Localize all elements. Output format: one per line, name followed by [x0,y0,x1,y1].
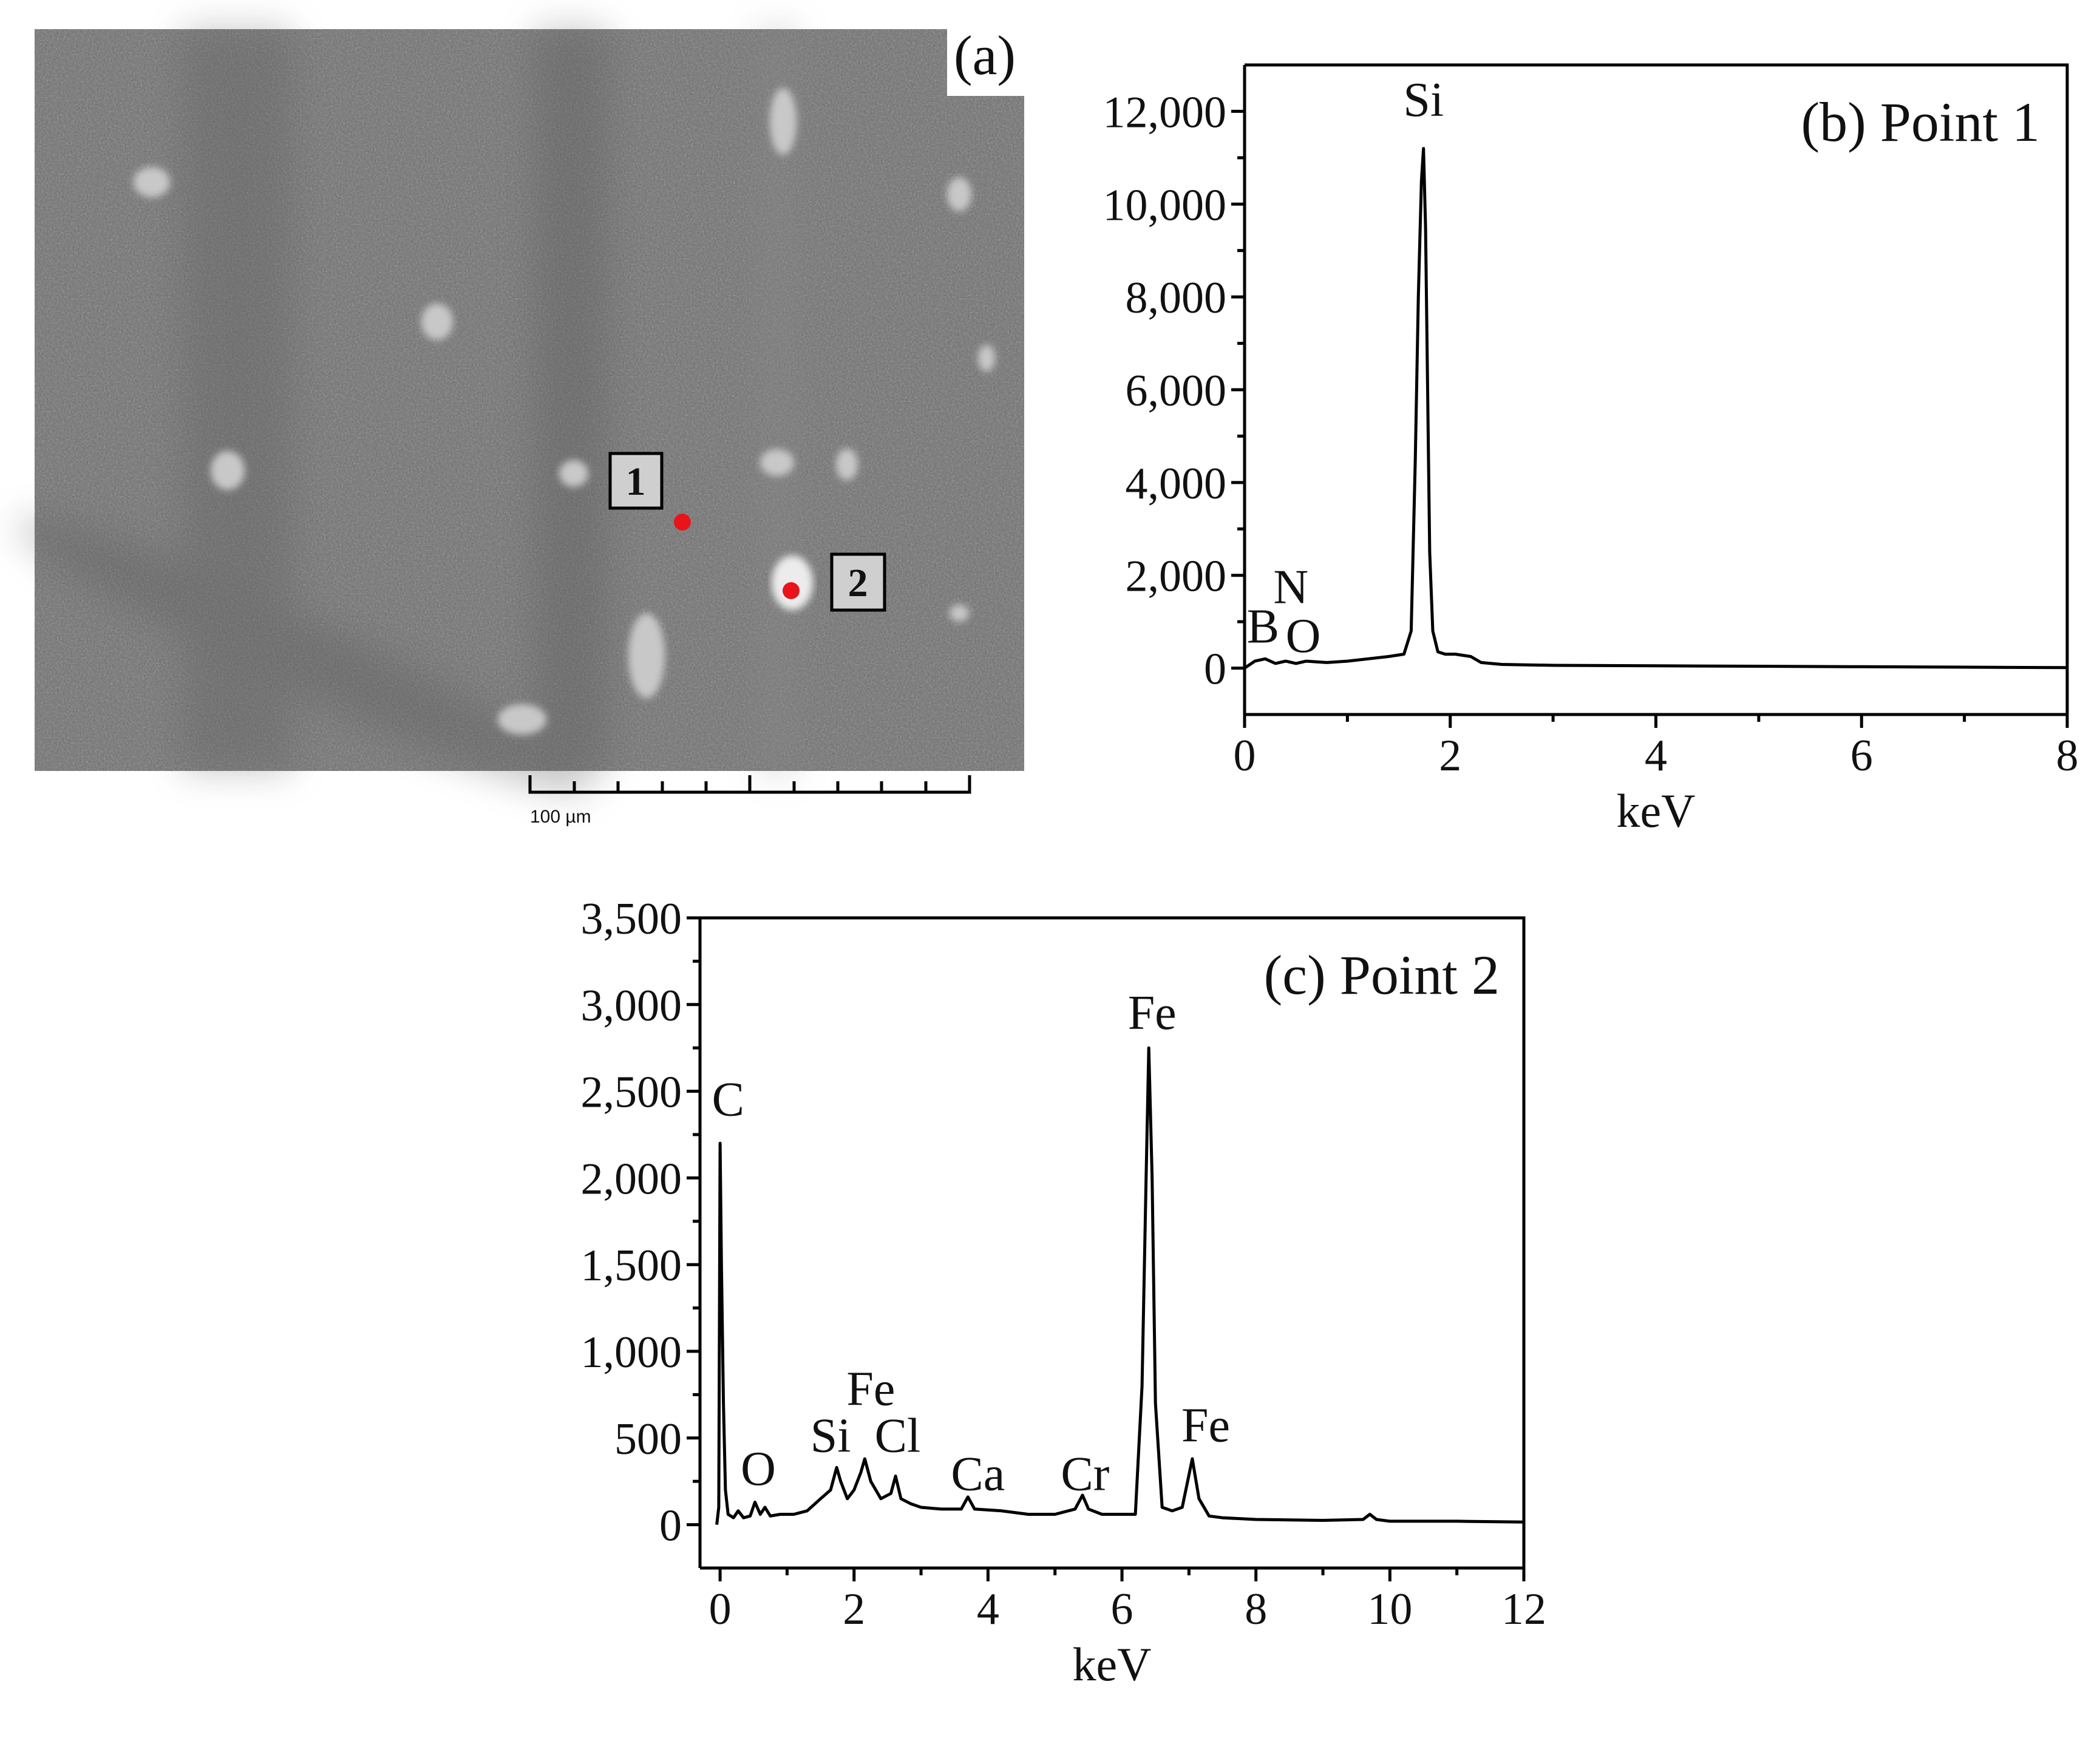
y-tick-label: 1,000 [581,1328,682,1377]
y-tick-label: 0 [659,1501,682,1551]
peak-label: Si [810,1410,851,1463]
peak-label: N [1273,561,1308,614]
plot-frame [1245,63,2069,715]
x-tick-label: 2 [1439,731,1461,781]
y-tick-label: 2,500 [581,1068,682,1118]
x-tick-label: 0 [1234,731,1256,781]
scale-bar: 100 µm [528,775,971,827]
y-tick-label: 3,000 [581,981,682,1031]
x-tick-label: 4 [977,1584,999,1634]
plot-frame [700,916,1526,1568]
point-1-marker: 1 [608,452,691,531]
x-tick-label: 10 [1367,1584,1412,1634]
y-tick-label: 12,000 [1103,87,1227,137]
peak-label: B [1247,600,1279,654]
peak-label: Cr [1061,1447,1109,1501]
scale-bar-label: 100 µm [530,807,591,827]
y-tick-label: 2,000 [1126,552,1227,602]
spectrum-point-1: 0 2 4 6 8 0 2,000 4,000 6,000 8,000 10,000 12,000 ke… [1103,63,2079,837]
x-tick-label: 0 [709,1584,732,1634]
y-tick-label: 500 [614,1414,682,1464]
x-axis-label: keV [1617,784,1696,837]
peak-label: C [712,1073,744,1127]
y-tick-label: 10,000 [1103,180,1227,230]
x-tick-label: 4 [1645,731,1667,781]
y-tick-label: 8,000 [1126,273,1227,323]
spectrum-line [1243,147,2068,670]
x-tick-label: 2 [843,1584,865,1634]
spectrum-line [715,1046,1524,1525]
y-tick-label: 0 [1204,645,1226,694]
peak-label: Si [1403,73,1444,127]
peak-label: Ca [951,1447,1005,1501]
micrograph-panel: (a) 1 2 100 µm [17,24,1024,827]
x-tick-label: 6 [1111,1584,1133,1634]
x-tick-label: 6 [1850,731,1873,781]
micrograph-texture [17,29,1024,793]
x-tick-label: 12 [1501,1584,1546,1634]
y-tick-label: 6,000 [1126,366,1227,416]
peak-label: Fe [1128,986,1177,1040]
chart-title: (b) Point 1 [1801,91,2040,153]
peak-label: O [1286,609,1321,663]
point-2-marker: 2 [783,552,886,612]
point-2-dot [783,582,800,599]
point-1-label: 1 [626,460,646,504]
x-tick-label: 8 [1245,1584,1267,1634]
micrograph-panel-label: (a) [954,24,1016,86]
y-tick-label: 3,500 [581,894,682,944]
chart-title: (c) Point 2 [1264,944,1500,1006]
x-tick-label: 8 [2056,731,2079,781]
point-2-label: 2 [848,561,868,605]
peak-label: Cl [875,1410,921,1463]
peak-label: Fe [846,1363,895,1416]
spectrum-point-2: 0 2 4 6 8 10 12 0 500 1,000 1,500 2,000 2,500 3,000 3,… [581,894,1547,1691]
peak-label: Fe [1181,1399,1230,1453]
point-1-dot [674,514,691,531]
y-tick-label: 1,500 [581,1241,682,1291]
x-axis-label: keV [1073,1638,1152,1691]
y-tick-label: 2,000 [581,1154,682,1204]
peak-label: O [741,1442,776,1496]
y-tick-label: 4,000 [1126,459,1227,509]
